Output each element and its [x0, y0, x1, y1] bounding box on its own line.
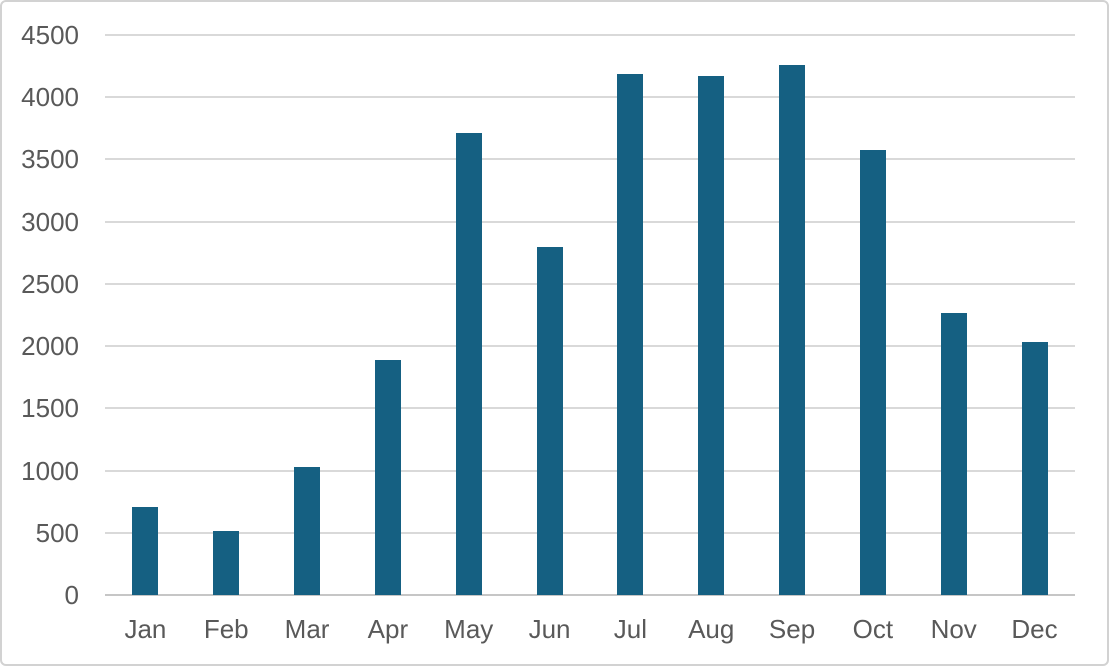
gridline-1500: [105, 407, 1075, 410]
bar-feb: [213, 530, 240, 595]
gridline-2500: [105, 282, 1075, 285]
bar-mar: [294, 466, 321, 595]
bar-cell-mar: [267, 35, 348, 595]
bar-cell-may: [428, 35, 509, 595]
y-tick-label-3500: 3500: [21, 144, 79, 175]
y-tick-label-4000: 4000: [21, 82, 79, 113]
x-tick-label-oct: Oct: [852, 614, 894, 644]
gridline-4000: [105, 96, 1075, 99]
gridline-500: [105, 531, 1075, 534]
gridline-3000: [105, 220, 1075, 223]
y-tick-label-2500: 2500: [21, 268, 79, 299]
y-tick-label-3000: 3000: [21, 206, 79, 237]
bar-cell-feb: [186, 35, 267, 595]
bar-cell-sep: [752, 35, 833, 595]
x-tick-label-jul: Jul: [613, 614, 647, 644]
x-tick-label-dec: Dec: [1011, 614, 1058, 644]
gridline-2000: [105, 345, 1075, 348]
y-tick-label-2000: 2000: [21, 331, 79, 362]
bar-cell-jun: [509, 35, 590, 595]
bar-cell-apr: [347, 35, 428, 595]
y-tick-label-1500: 1500: [21, 393, 79, 424]
x-tick-label-may: May: [444, 614, 494, 644]
x-tick-label-feb: Feb: [203, 614, 249, 644]
bar-cell-nov: [913, 35, 994, 595]
x-tick-label-aug: Aug: [688, 614, 735, 644]
gridline-4500: [105, 34, 1075, 36]
x-tick-label-nov: Nov: [930, 614, 977, 644]
x-tick-label-jun: Jun: [528, 614, 571, 644]
bar-may: [455, 133, 482, 595]
bar-oct: [859, 149, 886, 595]
x-tick-label-jan: Jan: [124, 614, 167, 644]
bar-series: [105, 35, 1075, 595]
bar-cell-aug: [671, 35, 752, 595]
bar-apr: [374, 359, 401, 595]
bar-jun: [536, 246, 563, 595]
y-tick-label-4500: 4500: [21, 20, 79, 50]
bar-cell-oct: [832, 35, 913, 595]
bar-cell-dec: [994, 35, 1075, 595]
x-axis-labels: Jan Feb Mar Apr May Jun Jul Aug Sep Oct Nov Dec: [105, 610, 1075, 648]
y-tick-label-500: 500: [35, 517, 79, 548]
x-tick-label-apr: Apr: [367, 614, 409, 644]
y-tick-label-0: 0: [64, 580, 79, 610]
plot-area: [105, 34, 1075, 596]
bar-jul: [617, 73, 644, 595]
bar-sep: [779, 64, 806, 595]
x-tick-label-mar: Mar: [284, 614, 330, 644]
bar-dec: [1021, 342, 1048, 595]
bar-aug: [698, 76, 725, 595]
y-tick-label-1000: 1000: [21, 455, 79, 486]
bar-jan: [132, 506, 159, 595]
bar-cell-jul: [590, 35, 671, 595]
bar-nov: [940, 312, 967, 595]
gridline-3500: [105, 158, 1075, 161]
bar-cell-jan: [105, 35, 186, 595]
x-tick-label-sep: Sep: [768, 614, 816, 644]
gridline-1000: [105, 469, 1075, 472]
x-axis-line: [105, 594, 1075, 596]
